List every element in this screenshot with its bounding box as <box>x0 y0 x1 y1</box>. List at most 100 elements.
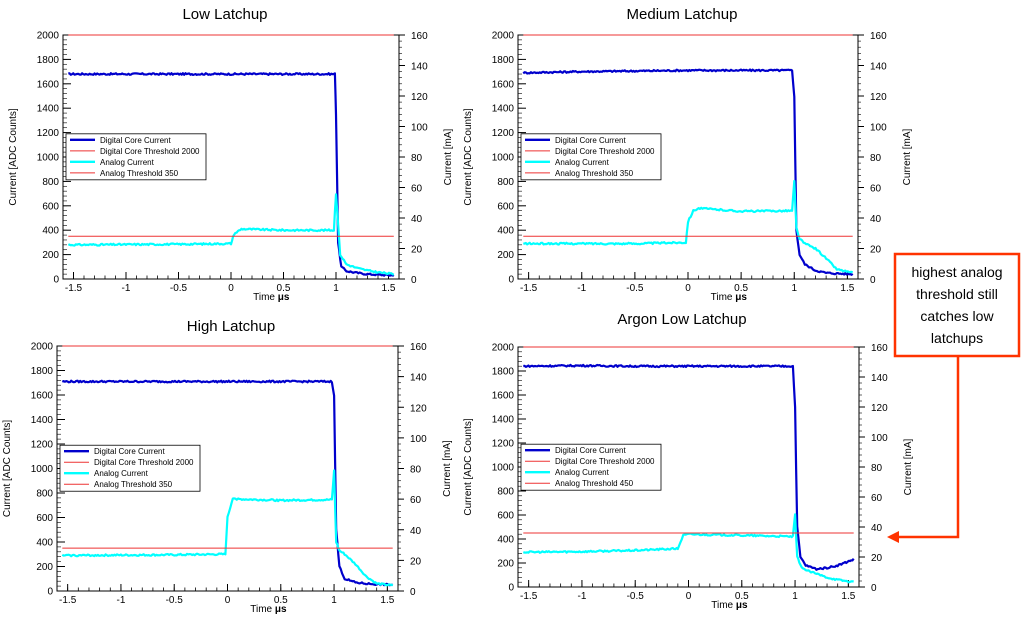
x-tick-label: -1 <box>116 595 125 606</box>
y-tick-label: 1400 <box>492 104 515 115</box>
x-tick-label: -1 <box>577 283 586 294</box>
y2-tick-label: 80 <box>410 465 422 476</box>
series-line-3 <box>61 469 394 587</box>
callout-arrow-line <box>899 356 960 539</box>
y-tick-label: 1200 <box>37 128 60 139</box>
chart-panel-3: High Latchup -1.5 -1 -0.5 0 0.5 1 1.5 Time μs 0 20… <box>2 318 453 615</box>
legend: Digital Core Current Digital Core Thresho… <box>520 443 662 491</box>
series-group <box>522 346 855 584</box>
callout-line-4: latchups <box>931 330 983 346</box>
x-tick-label: 0.5 <box>274 595 288 606</box>
y2-tick-label: 120 <box>411 92 428 103</box>
x-axis-unit: μs <box>278 292 290 303</box>
y-tick-label: 2000 <box>492 343 515 354</box>
y-tick-label: 1600 <box>31 391 54 402</box>
x-tick-label: -0.5 <box>166 595 184 606</box>
y2-axis-label: Current [mA] <box>443 128 454 185</box>
chart-panel-4: Argon Low Latchup -1.5 -1 -0.5 0 0.5 1 1.5 Time … <box>463 311 914 611</box>
y-tick-label: 800 <box>497 177 514 188</box>
legend-entry: Digital Core Threshold 2000 <box>100 147 200 156</box>
legend-box <box>520 133 662 181</box>
legend: Digital Core Current Digital Core Thresho… <box>65 133 207 181</box>
chart-panel-2: Medium Latchup -1.5 -1 -0.5 0 0.5 1 1.5 Time μs 0… <box>463 6 913 303</box>
y2-tick-label: 0 <box>871 583 877 594</box>
y-tick-label: 800 <box>36 489 53 500</box>
chart-title: Medium Latchup <box>627 6 738 23</box>
x-tick-label: -0.5 <box>627 591 645 602</box>
y-tick-label: 1200 <box>492 128 515 139</box>
x-tick-label: 1.5 <box>382 283 396 294</box>
x-tick-label: -0.5 <box>170 283 188 294</box>
legend-entry: Digital Core Threshold 2000 <box>94 458 194 467</box>
y-tick-label: 1800 <box>37 55 60 66</box>
y-axis-right: 0 20 40 60 80 100 120 140 160 Current [mA] <box>858 31 913 286</box>
x-tick-label: 1 <box>792 591 798 602</box>
y-axis-right: 0 20 40 60 80 100 120 140 160 Current [mA] <box>399 31 454 286</box>
chart-title: Argon Low Latchup <box>617 311 746 328</box>
y2-tick-label: 100 <box>410 434 427 445</box>
y-tick-label: 1600 <box>37 79 60 90</box>
y-tick-label: 600 <box>36 513 53 524</box>
y2-tick-label: 120 <box>871 403 888 414</box>
legend-entry: Digital Core Current <box>94 447 165 456</box>
y-axis-label: Current [ADC Counts] <box>463 418 474 515</box>
y-tick-label: 1800 <box>492 55 515 66</box>
chart-title: Low Latchup <box>182 6 267 23</box>
y-axis-right: 0 20 40 60 80 100 120 140 160 Current [mA] <box>859 343 914 594</box>
legend-entry: Analog Current <box>555 468 610 477</box>
series-line-3 <box>522 513 854 584</box>
x-tick-label: 0 <box>685 283 691 294</box>
y2-tick-label: 80 <box>411 153 423 164</box>
x-tick-label: -1 <box>577 591 586 602</box>
y-axis-label: Current [ADC Counts] <box>2 420 13 517</box>
x-tick-label: 0.5 <box>277 283 291 294</box>
y2-tick-label: 60 <box>410 495 422 506</box>
y2-tick-label: 80 <box>871 463 883 474</box>
y-axis-label: Current [ADC Counts] <box>463 108 474 205</box>
legend-box <box>65 133 207 181</box>
x-axis: -1.5 -1 -0.5 0 0.5 1 1.5 Time μs <box>520 580 856 611</box>
y-tick-label: 1800 <box>492 367 515 378</box>
y2-tick-label: 160 <box>871 343 888 354</box>
y-axis-label: Current [ADC Counts] <box>8 108 19 205</box>
y-tick-label: 200 <box>42 250 59 261</box>
x-tick-label: 1.5 <box>380 595 394 606</box>
y-tick-label: 600 <box>497 201 514 212</box>
y-tick-label: 400 <box>36 538 53 549</box>
y2-tick-label: 20 <box>871 553 883 564</box>
y2-tick-label: 140 <box>870 62 887 73</box>
legend-entry: Analog Current <box>555 158 610 167</box>
y2-tick-label: 140 <box>411 62 428 73</box>
x-tick-label: 0 <box>228 283 234 294</box>
x-tick-label: 0 <box>686 591 692 602</box>
legend-entry: Digital Core Threshold 2000 <box>555 457 655 466</box>
y-tick-label: 2000 <box>492 31 515 42</box>
x-tick-label: -0.5 <box>626 283 644 294</box>
series-group <box>61 345 394 587</box>
x-tick-label: -1.5 <box>520 283 538 294</box>
y-axis-right: 0 20 40 60 80 100 120 140 160 Current [mA] <box>398 342 453 598</box>
y2-tick-label: 0 <box>411 275 417 286</box>
y-axis-left: 0 200 400 600 800 1000 1200 1400 1600 1800 2000 Cur… <box>2 342 65 598</box>
y-tick-label: 200 <box>497 559 514 570</box>
x-axis-unit: μs <box>736 600 748 611</box>
y-tick-label: 1800 <box>31 366 54 377</box>
y-tick-label: 1400 <box>492 415 515 426</box>
y2-tick-label: 20 <box>870 245 882 256</box>
y2-tick-label: 40 <box>410 526 422 537</box>
y2-tick-label: 40 <box>871 523 883 534</box>
x-tick-label: 1.5 <box>840 283 854 294</box>
y2-tick-label: 160 <box>411 31 428 42</box>
legend-entry: Digital Core Threshold 2000 <box>555 147 655 156</box>
y-tick-label: 1200 <box>31 440 54 451</box>
y2-tick-label: 100 <box>871 433 888 444</box>
x-axis-label-text: Time <box>253 292 278 303</box>
chart-title: High Latchup <box>187 318 275 335</box>
y2-tick-label: 100 <box>411 123 428 134</box>
series-line-3 <box>68 193 395 276</box>
y-tick-label: 400 <box>497 226 514 237</box>
x-axis-label: Time μs <box>711 292 748 303</box>
y-tick-label: 2000 <box>37 31 60 42</box>
